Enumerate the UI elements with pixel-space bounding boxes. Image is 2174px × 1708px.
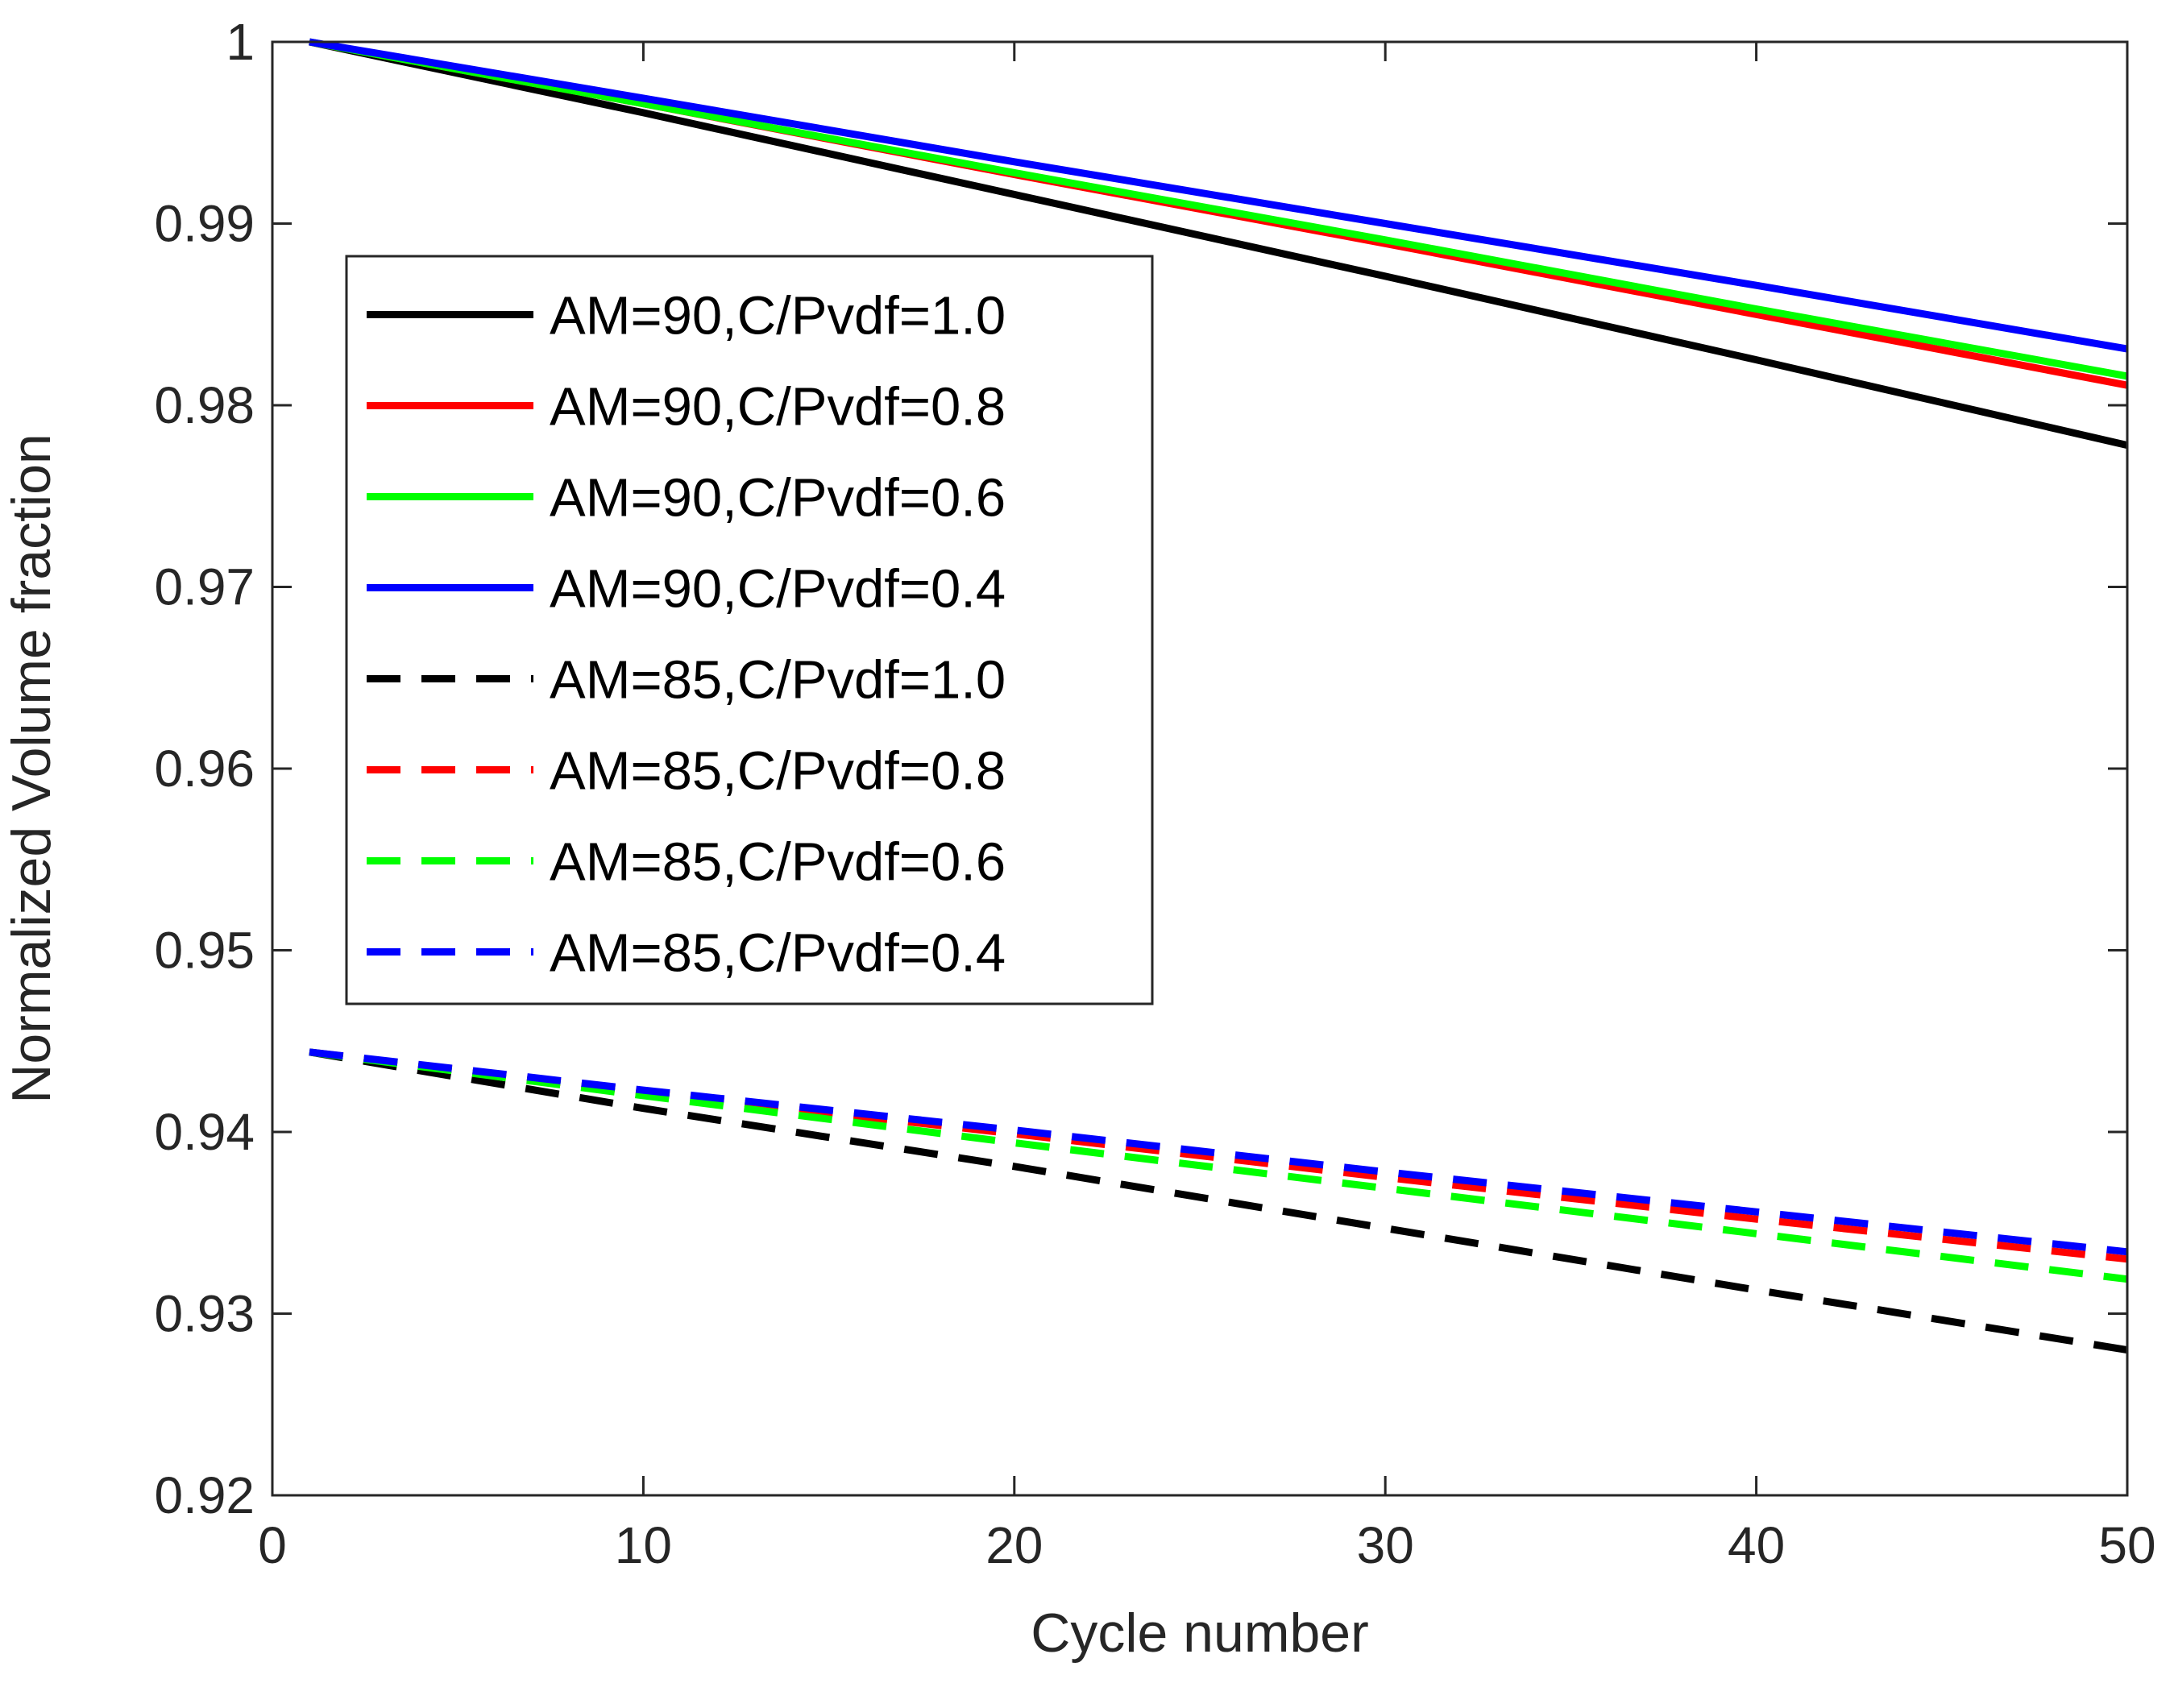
x-tick-label: 20 xyxy=(985,1516,1043,1574)
axes-layer: 0 10 20 30 40 50 0.92 0.93 0.94 0.95 0.96 0.97 0.98 0… xyxy=(154,13,2155,1574)
y-axis-title: Normalized Volume fraction xyxy=(1,433,62,1103)
legend-label-1: AM=90,C/Pvdf=1.0 xyxy=(550,286,1006,346)
y-tick-label: 0.93 xyxy=(154,1285,255,1343)
legend-label-5: AM=85,C/Pvdf=1.0 xyxy=(550,650,1006,711)
x-axis-title: Cycle number xyxy=(1031,1602,1369,1664)
y-tick-label: 0.97 xyxy=(154,558,255,616)
legend-box xyxy=(345,255,1154,1005)
legend-label-3: AM=90,C/Pvdf=0.6 xyxy=(550,468,1006,529)
legend-label-4: AM=90,C/Pvdf=0.4 xyxy=(550,559,1006,620)
series-layer xyxy=(309,38,2129,1354)
x-tick-label: 40 xyxy=(1728,1516,1785,1574)
series-line-3 xyxy=(309,38,2128,380)
x-tick-label: 50 xyxy=(2098,1516,2155,1574)
x-tick-label: 30 xyxy=(1357,1516,1414,1574)
y-tick-label: 0.96 xyxy=(154,740,255,798)
y-tick-label: 0.98 xyxy=(154,376,255,434)
series-line-1 xyxy=(309,38,2129,449)
series-line-4 xyxy=(309,38,2128,353)
x-tick-label: 10 xyxy=(615,1516,672,1574)
series-line-8 xyxy=(309,1048,2128,1256)
legend-label-7: AM=85,C/Pvdf=0.6 xyxy=(550,832,1006,893)
y-tick-label: 0.92 xyxy=(154,1466,255,1524)
legend-label-6: AM=85,C/Pvdf=0.8 xyxy=(550,741,1006,802)
series-line-5 xyxy=(309,1048,2128,1354)
legend: AM=90,C/Pvdf=1.0 AM=90,C/Pvdf=0.8 AM=90,C/… xyxy=(345,255,1154,1005)
x-tick-label: 0 xyxy=(258,1516,287,1574)
y-tick-label: 0.95 xyxy=(154,922,255,980)
y-tick-label: 0.99 xyxy=(154,195,255,253)
legend-label-8: AM=85,C/Pvdf=0.4 xyxy=(550,923,1006,984)
y-tick-label: 0.94 xyxy=(154,1103,255,1161)
series-line-7 xyxy=(309,1048,2128,1283)
legend-label-2: AM=90,C/Pvdf=0.8 xyxy=(550,377,1006,437)
y-tick-label: 1 xyxy=(226,13,255,71)
